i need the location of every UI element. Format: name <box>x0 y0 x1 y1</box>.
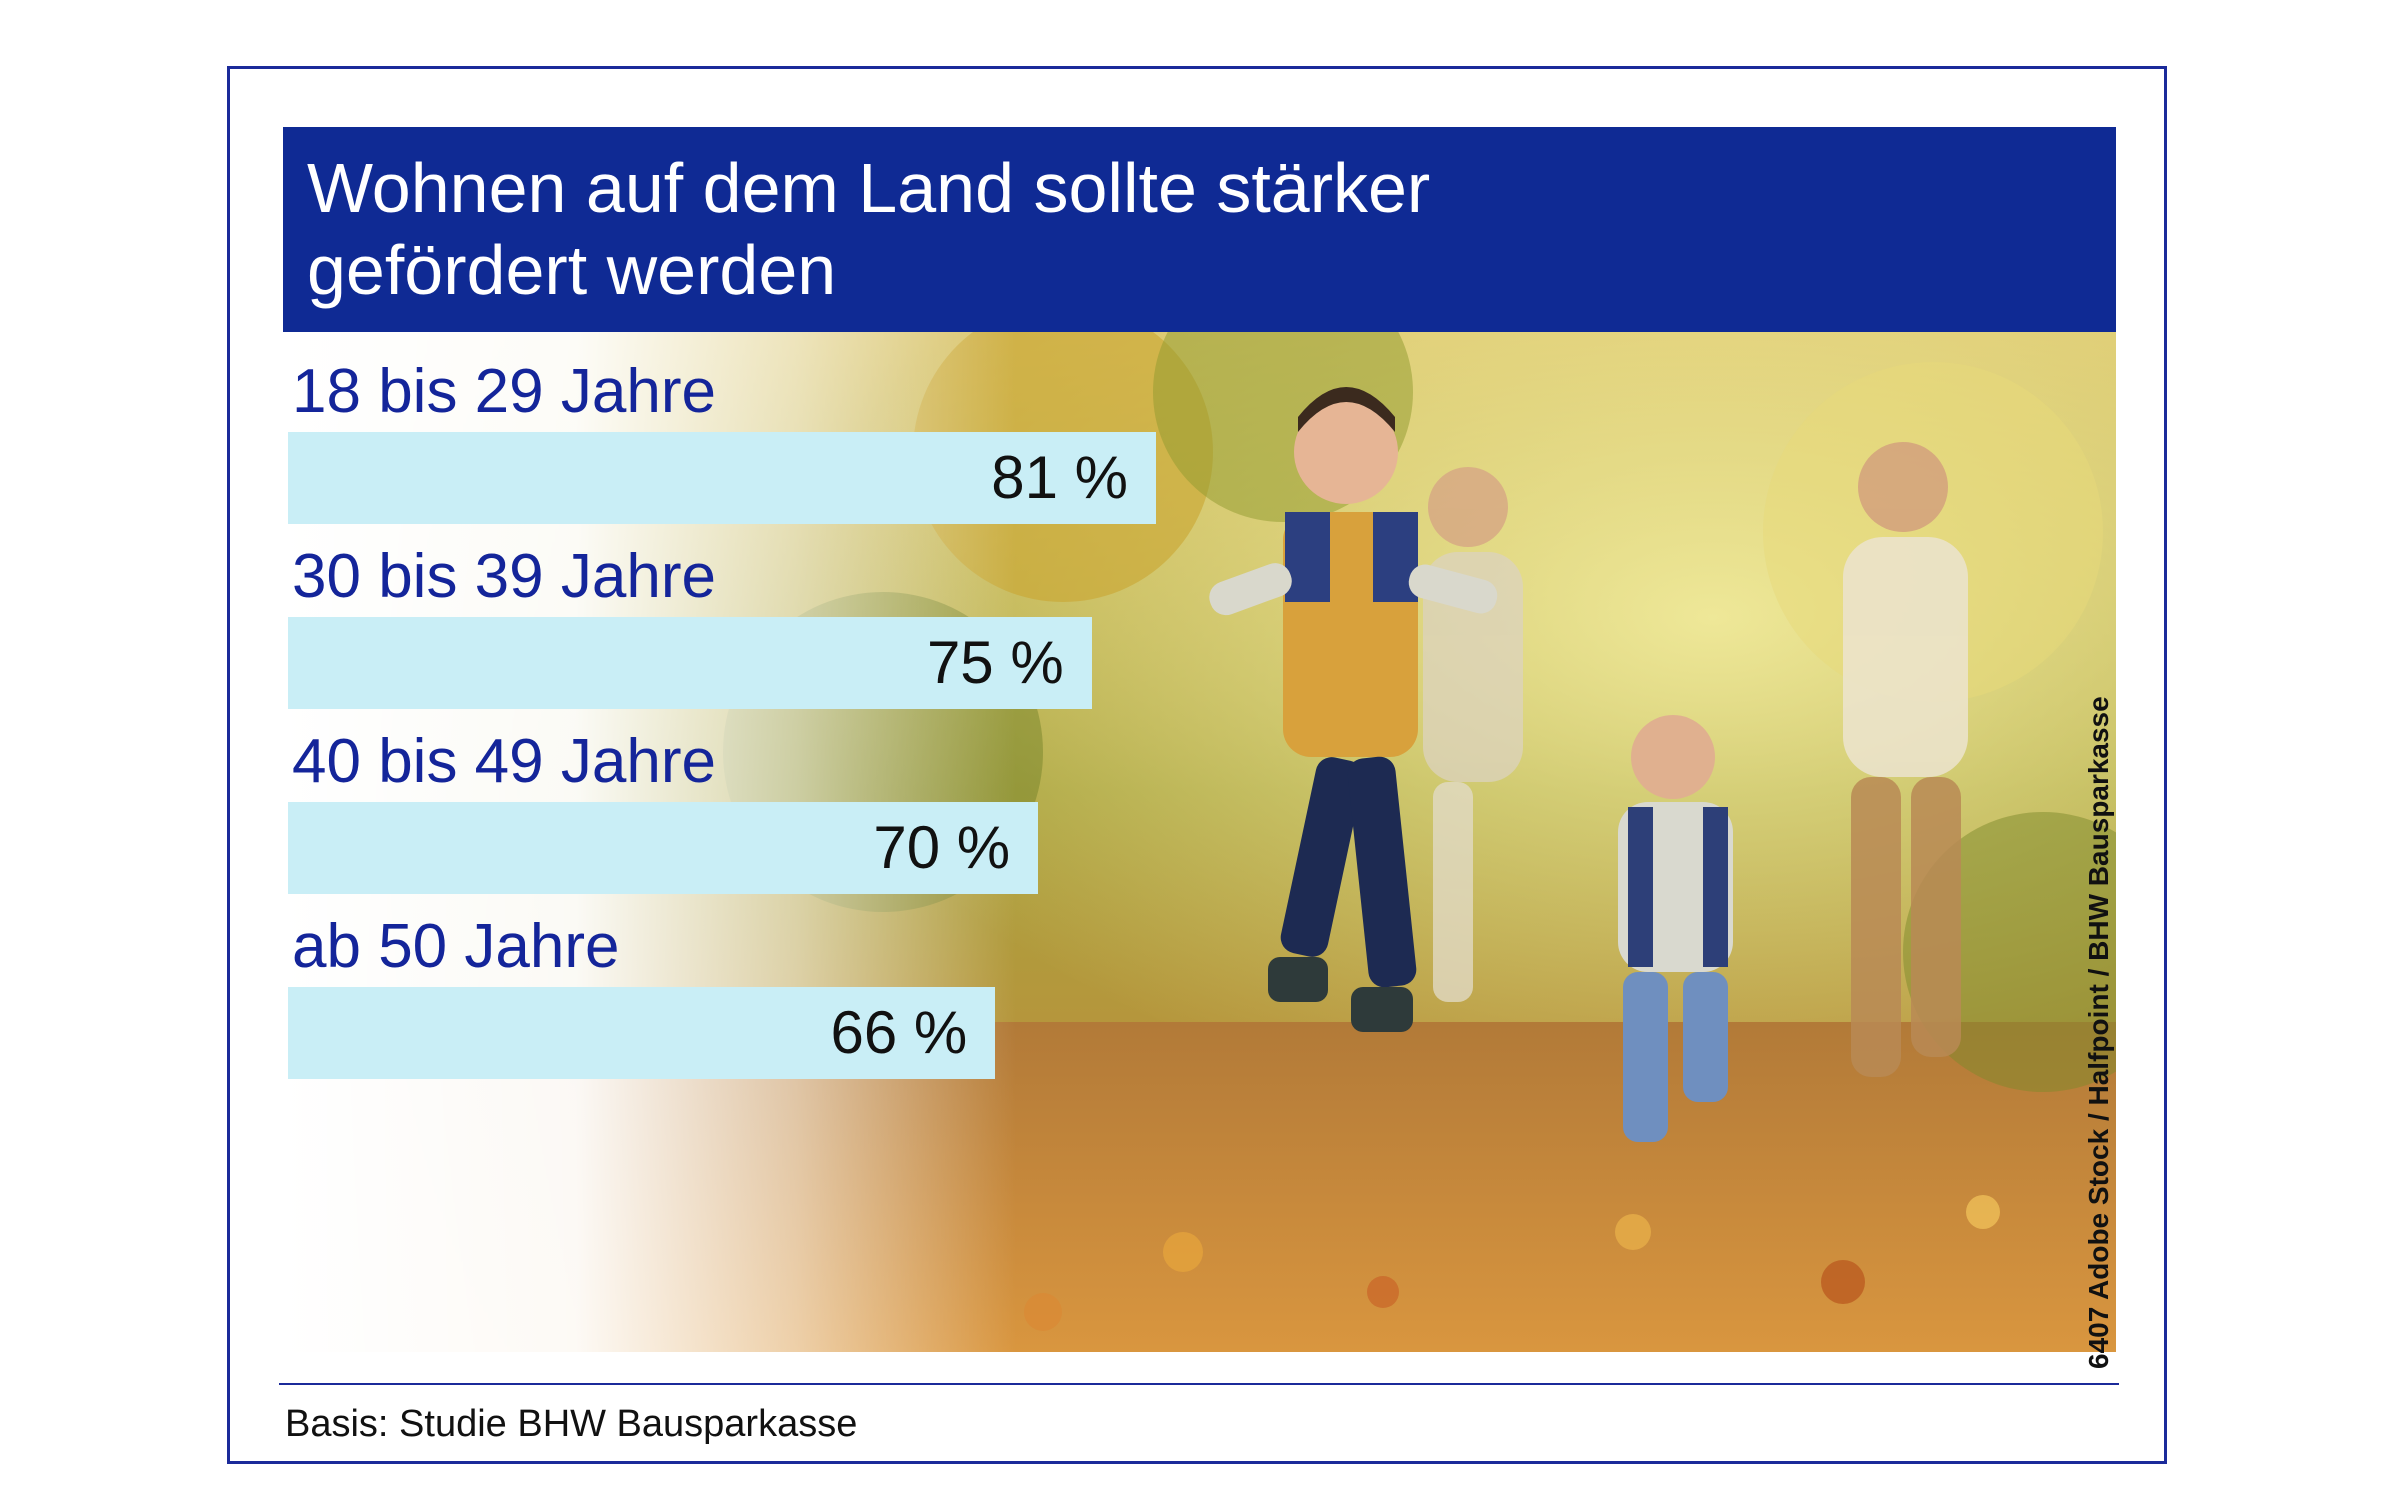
photo-credit-text: 6407 Adobe Stock / Halfpoint / BHW Bausp… <box>2083 696 2114 1369</box>
category-label: ab 50 Jahre <box>292 912 620 981</box>
title-banner: Wohnen auf dem Land sollte stärker geför… <box>283 127 2116 332</box>
bar <box>288 987 996 1079</box>
category-label: 40 bis 49 Jahre <box>292 727 716 796</box>
value-label: 75 % <box>926 629 1064 696</box>
category-label: 18 bis 29 Jahre <box>292 357 716 426</box>
source-note: Basis: Studie BHW Bausparkasse <box>285 1403 858 1445</box>
photo-credit: 6407 Adobe Stock / Halfpoint / BHW Bausp… <box>2082 629 2122 1369</box>
value-label: 66 % <box>830 999 968 1066</box>
bar-chart: 18 bis 29 Jahre 81 % 30 bis 39 Jahre 75 % 40… <box>283 332 2116 1352</box>
value-label: 81 % <box>991 444 1128 511</box>
family-autumn-photo: 18 bis 29 Jahre 81 % 30 bis 39 Jahre 75 % 40… <box>283 332 2116 1352</box>
bar <box>288 432 1156 524</box>
chart-title: Wohnen auf dem Land sollte stärker geför… <box>307 149 1431 309</box>
category-label: 30 bis 39 Jahre <box>292 542 716 611</box>
value-label: 70 % <box>873 814 1011 881</box>
bar <box>288 617 1092 709</box>
bar <box>288 802 1039 894</box>
footer-divider <box>279 1383 2119 1385</box>
infographic-frame: Wohnen auf dem Land sollte stärker geför… <box>227 66 2167 1464</box>
